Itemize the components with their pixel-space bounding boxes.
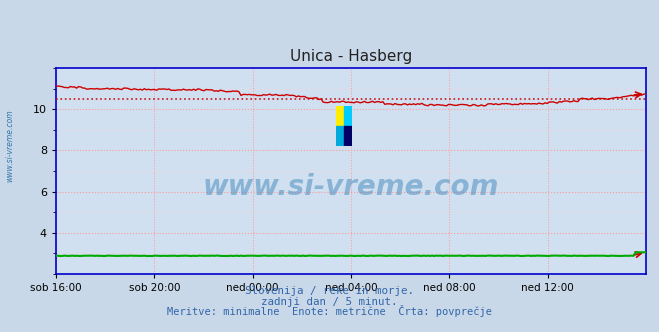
Text: www.si-vreme.com: www.si-vreme.com <box>5 110 14 182</box>
Bar <box>336 126 344 146</box>
Text: zadnji dan / 5 minut.: zadnji dan / 5 minut. <box>261 297 398 307</box>
Text: www.si-vreme.com: www.si-vreme.com <box>203 173 499 202</box>
Bar <box>344 126 353 146</box>
Text: Slovenija / reke in morje.: Slovenija / reke in morje. <box>245 286 414 296</box>
Title: Unica - Hasberg: Unica - Hasberg <box>290 49 412 64</box>
Bar <box>336 107 344 126</box>
Bar <box>344 107 353 126</box>
Text: Meritve: minimalne  Enote: metrične  Črta: povprečje: Meritve: minimalne Enote: metrične Črta:… <box>167 305 492 317</box>
